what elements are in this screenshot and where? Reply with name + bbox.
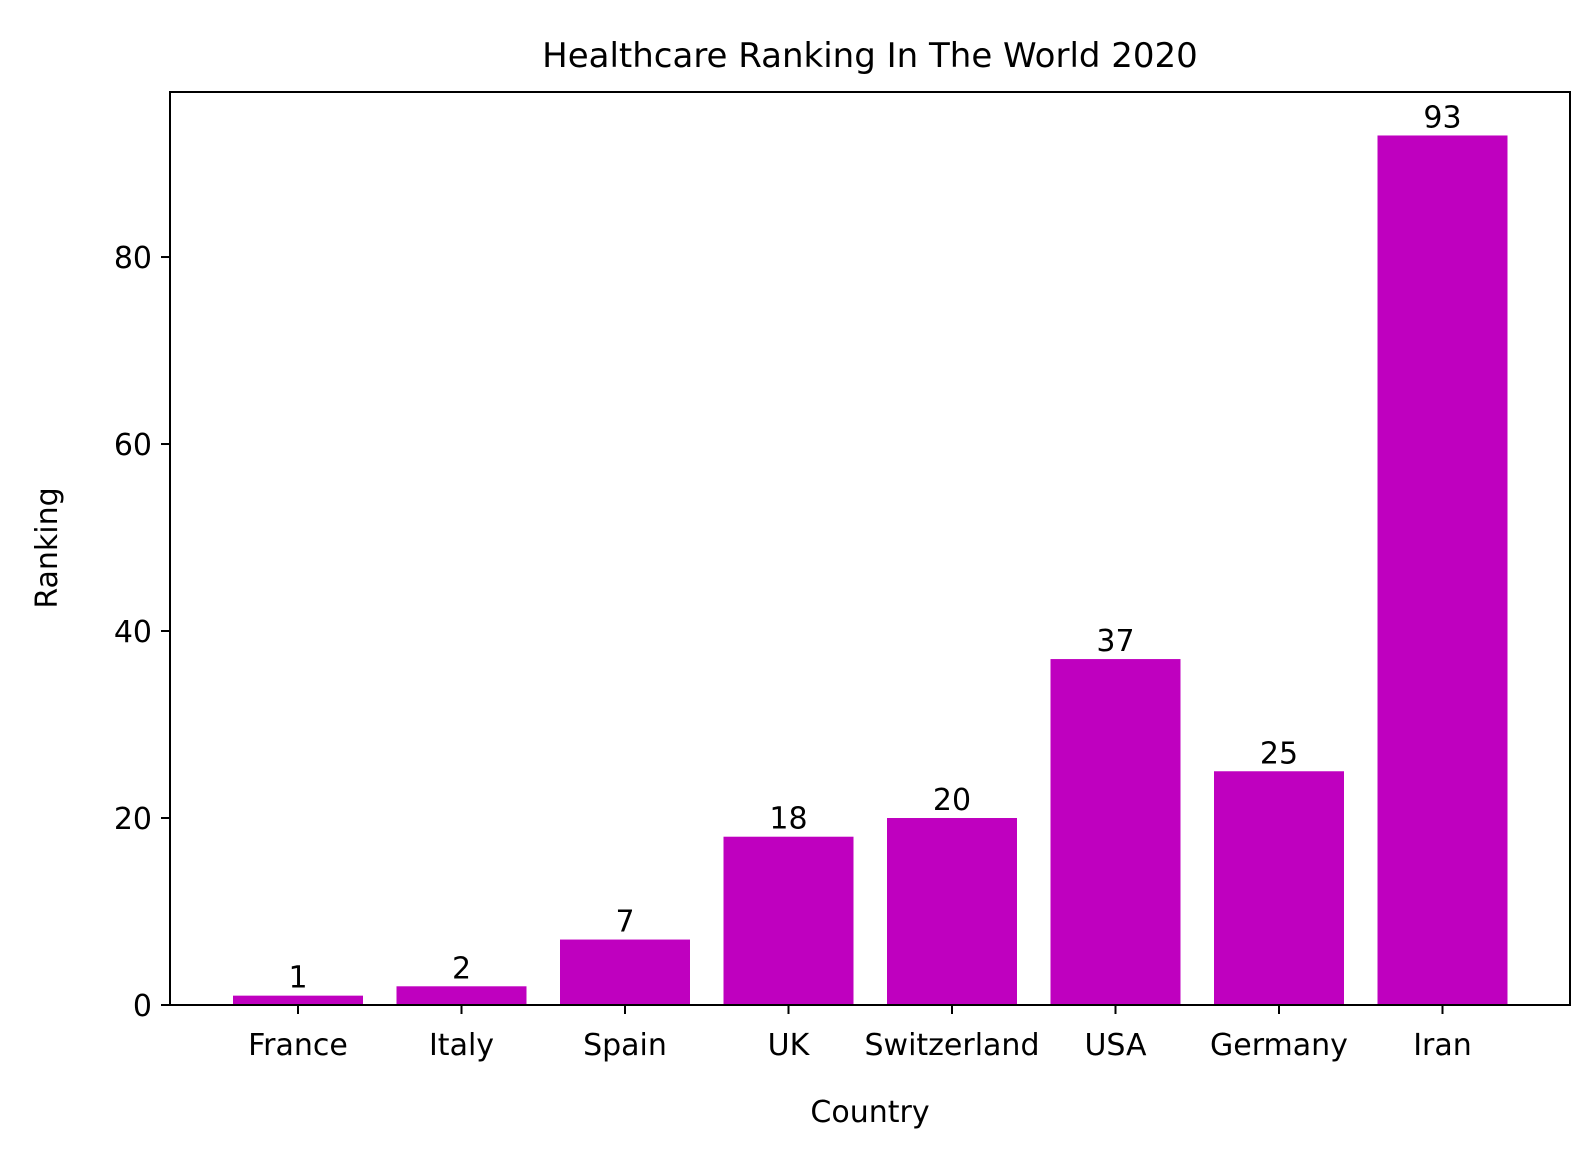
bar-iran — [1377, 135, 1508, 1005]
data-label-spain: 7 — [615, 905, 634, 940]
data-label-uk: 18 — [769, 802, 807, 837]
x-tick-label: Italy — [429, 1028, 494, 1063]
data-label-iran: 93 — [1423, 100, 1461, 135]
bar-france — [233, 995, 363, 1005]
bar-usa — [1050, 659, 1181, 1005]
bar-switzerland — [887, 818, 1017, 1005]
bars-layer — [233, 135, 1508, 1005]
y-axis-label: Ranking — [30, 487, 65, 608]
data-label-switzerland: 20 — [933, 783, 971, 818]
y-tick-label: 20 — [114, 802, 152, 837]
x-tick-label: UK — [768, 1028, 811, 1063]
bar-italy — [396, 986, 527, 1005]
plot-frame — [169, 91, 1571, 1006]
x-tick-label: Switzerland — [865, 1028, 1040, 1063]
x-tick-label: USA — [1084, 1028, 1147, 1063]
y-tick-label: 60 — [114, 428, 152, 463]
data-labels-layer: 1 2 7 18 20 37 25 93 — [288, 100, 1461, 995]
y-tick-label: 80 — [114, 241, 152, 276]
x-tick-label: France — [248, 1028, 348, 1063]
data-label-germany: 25 — [1260, 736, 1298, 771]
x-tick-label: Iran — [1413, 1028, 1472, 1063]
data-label-italy: 2 — [452, 951, 471, 986]
chart-title: Healthcare Ranking In The World 2020 — [542, 36, 1198, 76]
x-tick-label: Spain — [583, 1028, 667, 1063]
x-tick-label: Germany — [1210, 1028, 1348, 1063]
x-axis: France Italy Spain UK Switzerland USA Germany I… — [248, 1005, 1472, 1063]
y-tick-label: 40 — [114, 615, 152, 650]
data-label-france: 1 — [288, 961, 307, 996]
data-label-usa: 37 — [1096, 624, 1134, 659]
x-axis-label: Country — [810, 1095, 929, 1130]
bar-spain — [560, 939, 690, 1005]
y-axis: 0 20 40 60 80 — [114, 241, 170, 1024]
y-tick-label: 0 — [133, 989, 152, 1024]
bar-uk — [723, 836, 854, 1005]
bar-germany — [1214, 771, 1344, 1005]
